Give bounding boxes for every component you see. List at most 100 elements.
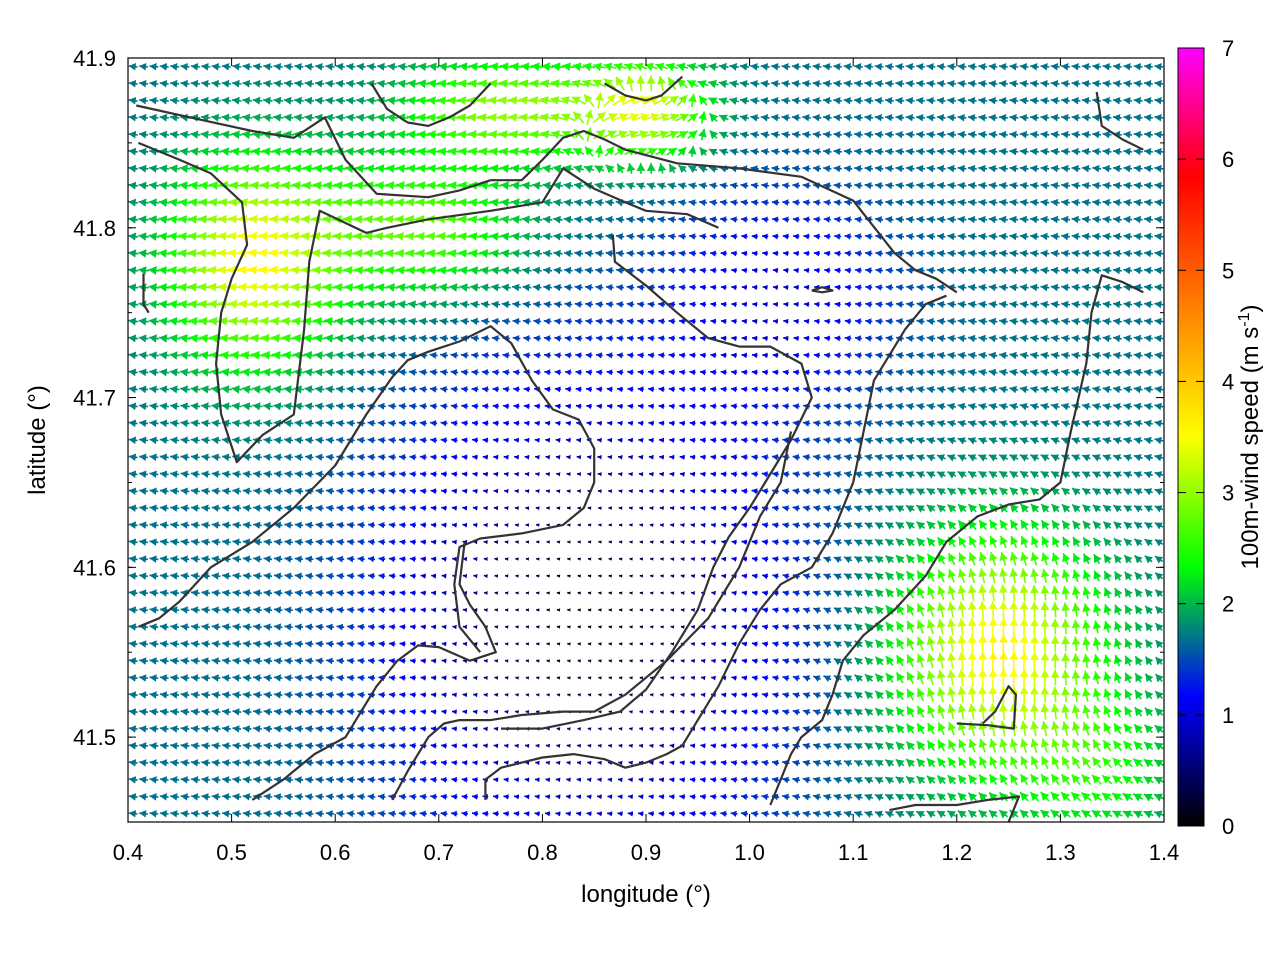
wind-arrow: [1102, 368, 1112, 377]
wind-arrow: [761, 539, 769, 546]
wind-arrow: [686, 79, 699, 89]
wind-arrow: [367, 487, 376, 495]
wind-arrow: [221, 640, 231, 648]
wind-arrow: [482, 420, 489, 427]
wind-arrow: [699, 810, 707, 817]
wind-arrow: [751, 488, 759, 495]
wind-arrow: [853, 759, 863, 768]
contour-line: [251, 541, 497, 801]
wind-arrow: [201, 521, 211, 529]
wind-arrow: [874, 471, 884, 479]
wind-arrow: [417, 164, 430, 173]
wind-arrow: [232, 572, 242, 580]
wind-arrow: [272, 147, 285, 156]
wind-arrow: [336, 640, 345, 648]
wind-arrow: [128, 453, 138, 461]
wind-arrow: [1154, 589, 1164, 598]
wind-arrow: [346, 657, 355, 665]
wind-arrow: [219, 333, 234, 343]
wind-arrow: [895, 385, 905, 394]
wind-arrow: [926, 266, 936, 275]
wind-arrow: [441, 590, 447, 596]
wind-arrow: [376, 62, 387, 71]
wind-arrow: [1019, 568, 1029, 584]
wind-arrow: [178, 249, 192, 258]
wind-arrow: [843, 725, 853, 734]
wind-arrow: [978, 519, 988, 531]
wind-arrow: [563, 198, 574, 207]
wind-arrow: [1081, 181, 1091, 190]
wind-arrow: [472, 505, 478, 511]
wind-arrow: [294, 810, 304, 818]
wind-arrow: [812, 759, 822, 767]
wind-arrow: [803, 250, 810, 257]
wind-arrow: [874, 437, 884, 445]
wind-arrow: [957, 487, 967, 496]
wind-arrow: [566, 472, 571, 477]
wind-arrow: [389, 624, 396, 630]
wind-arrow: [936, 249, 946, 258]
wind-arrow: [148, 249, 160, 258]
wind-arrow: [1010, 756, 1019, 770]
colorbar-tick-label: 5: [1222, 258, 1234, 283]
wind-arrow: [515, 710, 519, 714]
wind-arrow: [462, 488, 468, 494]
wind-arrow: [242, 96, 252, 105]
wind-arrow: [385, 266, 399, 275]
wind-arrow: [1103, 671, 1112, 684]
wind-arrow: [1123, 521, 1133, 530]
wind-arrow: [843, 793, 853, 801]
wind-arrow: [441, 607, 447, 613]
wind-arrow: [419, 454, 427, 461]
wind-arrow: [139, 810, 148, 818]
wind-arrow: [670, 676, 675, 680]
wind-arrow: [430, 505, 437, 511]
wind-arrow: [494, 659, 499, 663]
wind-arrow: [680, 726, 685, 732]
wind-arrow: [833, 640, 842, 649]
wind-arrow: [690, 488, 696, 494]
wind-arrow: [1040, 454, 1050, 462]
wind-arrow: [430, 743, 437, 749]
wind-arrow: [494, 642, 499, 646]
wind-arrow: [440, 386, 448, 393]
wind-arrow: [988, 685, 998, 704]
wind-arrow: [468, 198, 482, 207]
wind-arrow: [357, 623, 365, 631]
wind-arrow: [598, 710, 602, 714]
wind-arrow: [378, 640, 386, 648]
wind-arrow: [190, 487, 200, 495]
wind-arrow: [813, 199, 821, 206]
wind-arrow: [1050, 686, 1060, 703]
wind-arrow: [1112, 334, 1122, 343]
wind-arrow: [139, 538, 149, 546]
wind-arrow: [525, 693, 530, 697]
wind-arrow: [1071, 687, 1081, 703]
wind-arrow: [947, 721, 957, 736]
wind-arrow: [376, 317, 387, 326]
wind-arrow: [388, 776, 396, 784]
wind-arrow: [690, 642, 696, 647]
wind-arrow: [574, 215, 584, 224]
wind-arrow: [1040, 568, 1050, 583]
wind-arrow: [843, 420, 853, 427]
wind-arrow: [1060, 773, 1071, 786]
wind-arrow: [699, 233, 707, 240]
wind-arrow: [905, 504, 915, 513]
wind-arrow: [1133, 249, 1143, 258]
wind-arrow: [741, 590, 748, 596]
wind-arrow: [574, 266, 583, 275]
wind-arrow: [781, 63, 791, 71]
wind-arrow: [988, 249, 998, 258]
wind-arrow: [190, 96, 201, 105]
wind-arrow: [211, 538, 221, 546]
wind-arrow: [864, 810, 874, 818]
wind-arrow: [1029, 487, 1040, 496]
wind-arrow: [1029, 300, 1040, 309]
wind-arrow: [253, 691, 262, 699]
wind-arrow: [305, 776, 314, 784]
wind-arrow: [252, 385, 263, 394]
wind-arrow: [885, 571, 895, 581]
wind-arrow: [988, 454, 998, 462]
wind-arrow: [978, 97, 988, 105]
